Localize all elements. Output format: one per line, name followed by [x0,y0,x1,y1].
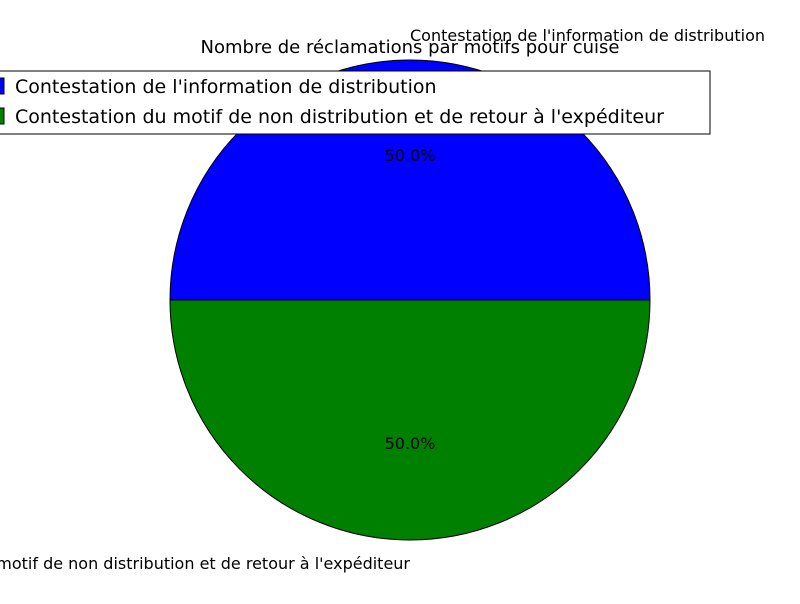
legend-entries: Contestation de l'information de distrib… [0,76,664,128]
slice-label-1: Contestation de l'information de distrib… [410,26,765,45]
slice-label-2: Contestation du motif de non distributio… [0,554,410,573]
slice-percent-labels: 50.0% 50.0% [385,146,436,453]
legend: Contestation de l'information de distrib… [0,70,711,135]
legend-label-1: Contestation de l'information de distrib… [15,76,437,98]
pie-slice-2 [169,299,651,541]
slice-percent-1: 50.0% [385,146,436,165]
legend-label-2: Contestation du motif de non distributio… [15,106,664,128]
legend-swatch-1 [0,77,5,95]
slice-labels: Contestation de l'information de distrib… [0,26,765,573]
legend-frame [0,70,711,135]
legend-swatch-2 [0,107,5,125]
slice-percent-2: 50.0% [385,434,436,453]
chart-title: Nombre de réclamations par motifs pour c… [201,37,620,58]
